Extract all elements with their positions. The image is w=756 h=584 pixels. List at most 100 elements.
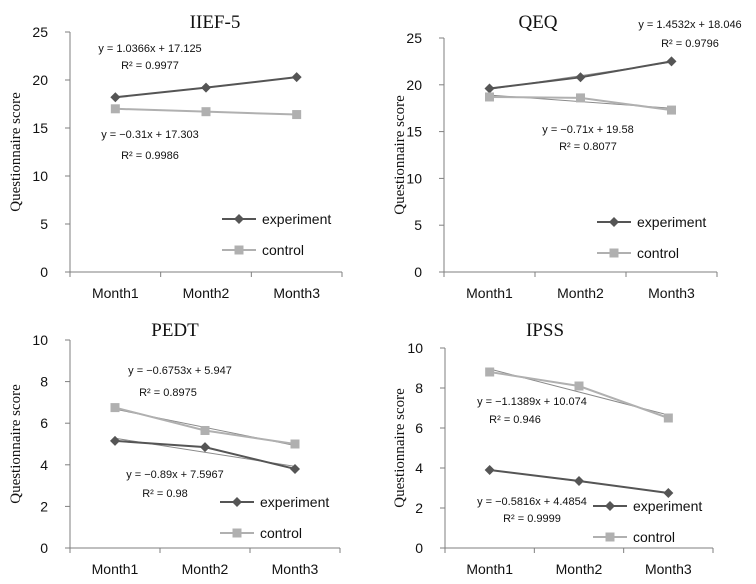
y-axis-label: Questionnaire score <box>8 92 24 212</box>
data-point <box>290 463 300 474</box>
series-experiment: y = −0.5816x + 4.4854 R² = 0.9999 <box>477 465 674 525</box>
y-tick-label: 20 <box>406 77 422 93</box>
y-tick-label: 0 <box>414 264 422 280</box>
y-tick-label: 20 <box>32 72 48 88</box>
x-tick-label: Month2 <box>556 561 603 577</box>
data-point <box>290 439 300 449</box>
y-tick-label: 0 <box>40 264 48 280</box>
y-tick-label: 10 <box>406 170 422 186</box>
chart-title: IPSS <box>526 320 564 341</box>
trend-equation: y = −0.71x + 19.58 <box>542 124 633 136</box>
series-control: y = −1.1389x + 10.074 R² = 0.946 <box>477 367 673 426</box>
legend-entry-control: control <box>222 242 304 258</box>
y-axis-label: Questionnaire score <box>392 95 408 215</box>
x-tick-label: Month3 <box>273 285 320 301</box>
trend-equation: y = 1.0366x + 17.125 <box>98 43 201 55</box>
y-tick-label: 5 <box>414 217 422 233</box>
data-point <box>291 72 302 83</box>
x-tick-label: Month3 <box>272 561 319 577</box>
legend-swatch-marker <box>232 528 242 538</box>
legend-swatch-marker <box>605 532 615 542</box>
legend-label: control <box>633 529 675 545</box>
trend-equation: y = 1.4532x + 18.046 <box>638 19 741 31</box>
data-point <box>574 476 584 486</box>
series-line <box>114 406 296 445</box>
series-control: y = −0.31x + 17.303 R² = 0.9986 <box>101 104 302 162</box>
trend-equation: y = −1.1389x + 10.074 <box>477 396 587 408</box>
data-point <box>200 442 210 453</box>
x-tick-label: Month2 <box>182 561 229 577</box>
y-tick-label: 25 <box>406 30 422 46</box>
legend-entry-experiment: experiment <box>597 214 706 230</box>
legend-label: experiment <box>260 494 329 510</box>
legend-swatch-marker <box>234 245 244 255</box>
data-point <box>663 413 673 423</box>
trend-equation: y = −0.6753x + 5.947 <box>128 365 232 377</box>
r-squared-label: R² = 0.9796 <box>661 38 719 50</box>
data-point <box>667 105 676 115</box>
y-tick-label: 10 <box>407 340 423 356</box>
y-tick-label: 0 <box>415 540 423 556</box>
series-control: y = −0.89x + 7.5967 R² = 0.98 <box>110 403 300 500</box>
legend-label: control <box>260 525 302 541</box>
x-tick-label: Month1 <box>92 285 139 301</box>
y-tick-label: 4 <box>40 457 48 473</box>
legend-entry-control: control <box>593 529 675 545</box>
x-tick-label: Month2 <box>557 285 604 301</box>
legend-entry-control: control <box>597 245 679 261</box>
legend-label: control <box>262 242 304 258</box>
r-squared-label: R² = 0.8975 <box>139 387 197 399</box>
r-squared-label: R² = 0.9986 <box>121 150 179 162</box>
chart-panel-ipss: IPSS Questionnaire score 0 2 4 6 8 10 Month1 Mont… <box>392 320 714 577</box>
y-tick-label: 8 <box>415 380 423 396</box>
x-tick-label: Month2 <box>183 285 230 301</box>
y-tick-label: 25 <box>32 24 48 40</box>
series-line <box>489 371 669 419</box>
y-tick-label: 2 <box>40 498 48 514</box>
legend-entry-control: control <box>220 525 302 541</box>
chart-title: PEDT <box>151 320 199 341</box>
trend-equation: y = −0.5816x + 4.4854 <box>477 496 587 508</box>
legend-swatch-marker <box>234 214 244 224</box>
y-tick-label: 15 <box>406 124 422 140</box>
chart-title: IIEF-5 <box>190 12 241 33</box>
data-point <box>576 93 585 103</box>
y-tick-label: 6 <box>40 415 48 431</box>
data-point <box>663 488 674 498</box>
y-tick-label: 15 <box>32 120 48 136</box>
data-point <box>574 381 584 391</box>
legend-swatch-marker <box>609 217 619 227</box>
y-tick-label: 10 <box>32 168 48 184</box>
chart-panel-qeq: QEQ Questionnaire score 0 5 10 15 20 25 Month1 Mo… <box>392 12 742 301</box>
legend-entry-experiment: experiment <box>220 494 329 510</box>
series-experiment: y = −0.6753x + 5.947 R² = 0.8975 <box>110 365 300 474</box>
legend-label: experiment <box>637 214 706 230</box>
data-point <box>292 110 302 120</box>
data-point <box>485 367 495 377</box>
x-tick-label: Month1 <box>466 285 513 301</box>
data-point <box>200 425 210 435</box>
data-point <box>201 82 211 93</box>
legend-swatch-marker <box>232 497 242 507</box>
r-squared-label: R² = 0.946 <box>489 414 541 426</box>
legend-swatch-marker <box>609 248 619 258</box>
data-point <box>110 403 120 413</box>
y-axis-label: Questionnaire score <box>392 388 408 508</box>
r-squared-label: R² = 0.9977 <box>121 60 179 72</box>
trend-equation: y = −0.89x + 7.5967 <box>126 469 224 481</box>
series-experiment: y = 1.4532x + 18.046 R² = 0.9796 <box>484 19 742 94</box>
legend-entry-experiment: experiment <box>593 498 702 514</box>
data-point <box>575 72 586 83</box>
data-point <box>110 104 120 114</box>
data-point <box>110 435 120 446</box>
data-point <box>666 56 677 67</box>
y-tick-label: 6 <box>415 420 423 436</box>
data-point <box>201 107 211 117</box>
y-tick-label: 2 <box>415 500 423 516</box>
legend-label: experiment <box>633 498 702 514</box>
chart-panel-iief-5: IIEF-5 Questionnaire score 0 5 10 15 20 25 Month… <box>8 12 343 301</box>
y-axis-label: Questionnaire score <box>8 384 24 504</box>
x-tick-label: Month3 <box>645 561 692 577</box>
y-tick-label: 10 <box>32 332 48 348</box>
